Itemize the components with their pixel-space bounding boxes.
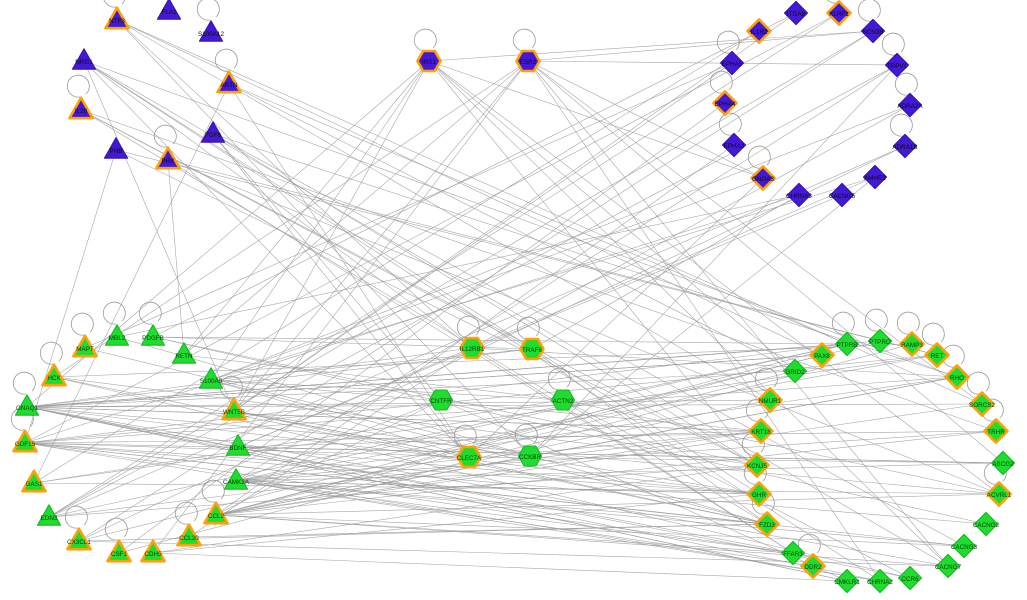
svg-text:MAPT: MAPT bbox=[76, 346, 94, 353]
svg-text:FLA1: FLA1 bbox=[161, 9, 177, 16]
svg-text:SCN3B: SCN3B bbox=[863, 29, 884, 36]
svg-text:ITGA8: ITGA8 bbox=[787, 11, 806, 18]
svg-text:IL12RB1: IL12RB1 bbox=[460, 346, 485, 353]
svg-text:HCK: HCK bbox=[47, 375, 61, 382]
svg-text:CX3CL1: CX3CL1 bbox=[67, 539, 91, 546]
svg-text:IL20: IL20 bbox=[75, 108, 88, 115]
svg-text:EPHA3: EPHA3 bbox=[724, 143, 745, 150]
svg-text:TRPV1: TRPV1 bbox=[887, 63, 908, 70]
svg-text:IRS1: IRS1 bbox=[422, 59, 436, 66]
svg-text:EDN3: EDN3 bbox=[41, 515, 58, 522]
svg-text:CDH5: CDH5 bbox=[144, 551, 162, 558]
svg-text:EPHA4: EPHA4 bbox=[715, 101, 736, 108]
svg-text:CHRNA3: CHRNA3 bbox=[786, 193, 812, 200]
svg-text:ARTN: ARTN bbox=[220, 82, 237, 89]
svg-text:FFAR3: FFAR3 bbox=[783, 551, 803, 558]
svg-text:S100A9: S100A9 bbox=[200, 378, 223, 385]
svg-text:FGF6: FGF6 bbox=[205, 132, 222, 139]
svg-text:CAMK2A: CAMK2A bbox=[223, 479, 250, 486]
svg-text:GRID2: GRID2 bbox=[785, 369, 805, 376]
svg-text:PNB: PNB bbox=[110, 148, 123, 155]
svg-text:CCKBR: CCKBR bbox=[519, 454, 541, 461]
svg-text:CCL20: CCL20 bbox=[179, 535, 199, 542]
svg-text:CCR6: CCR6 bbox=[901, 576, 919, 583]
svg-text:CACNG2: CACNG2 bbox=[973, 522, 1000, 529]
svg-text:CCL2: CCL2 bbox=[208, 513, 225, 520]
svg-text:PDGFB: PDGFB bbox=[142, 335, 164, 342]
svg-text:NMUR1: NMUR1 bbox=[759, 398, 782, 405]
svg-text:KRT18: KRT18 bbox=[751, 429, 771, 436]
svg-text:ESR2: ESR2 bbox=[520, 59, 537, 66]
svg-text:WNT5B: WNT5B bbox=[223, 409, 245, 416]
svg-text:RETN: RETN bbox=[175, 353, 193, 360]
svg-text:CHRNA2: CHRNA2 bbox=[867, 579, 893, 586]
svg-text:FZD3: FZD3 bbox=[759, 522, 775, 529]
svg-text:NRG1: NRG1 bbox=[75, 59, 93, 66]
svg-text:GNGA3: GNGA3 bbox=[752, 176, 775, 183]
svg-text:TRHR: TRHR bbox=[987, 429, 1005, 436]
svg-text:GNAQ1: GNAQ1 bbox=[16, 405, 39, 412]
svg-text:ACTN2: ACTN2 bbox=[553, 398, 574, 405]
svg-text:PTPRO: PTPRO bbox=[869, 339, 891, 346]
svg-text:ADRA2A: ADRA2A bbox=[897, 103, 923, 110]
svg-text:PAX8: PAX8 bbox=[814, 353, 830, 360]
svg-text:CACNG7: CACNG7 bbox=[935, 564, 962, 571]
svg-text:PRX: PRX bbox=[162, 158, 176, 165]
svg-text:KCNJ5: KCNJ5 bbox=[747, 463, 767, 470]
svg-text:RAMP3: RAMP3 bbox=[901, 342, 923, 349]
svg-text:IL1R2: IL1R2 bbox=[751, 29, 768, 36]
svg-text:EPHA5: EPHA5 bbox=[722, 61, 743, 68]
svg-text:RET: RET bbox=[931, 353, 944, 360]
svg-text:CACNG3: CACNG3 bbox=[951, 544, 978, 551]
svg-text:NTF3: NTF3 bbox=[109, 18, 125, 25]
svg-text:S100A12: S100A12 bbox=[198, 31, 224, 38]
svg-text:CACNG5: CACNG5 bbox=[829, 193, 856, 200]
svg-text:CSF1: CSF1 bbox=[111, 551, 128, 558]
svg-text:MBL2: MBL2 bbox=[109, 335, 126, 342]
svg-text:SORCS2: SORCS2 bbox=[969, 402, 995, 409]
svg-text:CMKLR1: CMKLR1 bbox=[834, 579, 860, 586]
svg-text:BDNF: BDNF bbox=[229, 445, 246, 452]
svg-text:ACVRL1: ACVRL1 bbox=[987, 492, 1012, 499]
svg-text:GAS1: GAS1 bbox=[26, 481, 43, 488]
svg-text:GDF15: GDF15 bbox=[15, 441, 36, 448]
svg-text:TRAF6: TRAF6 bbox=[522, 347, 542, 354]
svg-text:AMHR2: AMHR2 bbox=[864, 175, 887, 182]
svg-text:ABCG2: ABCG2 bbox=[992, 461, 1014, 468]
svg-text:KLRF1: KLRF1 bbox=[829, 11, 849, 18]
svg-text:GHR: GHR bbox=[752, 492, 766, 499]
svg-text:CNTFR: CNTFR bbox=[430, 398, 452, 405]
svg-text:CLEC7A: CLEC7A bbox=[457, 455, 482, 462]
svg-text:DDR2: DDR2 bbox=[804, 564, 822, 571]
svg-text:ADRA1B: ADRA1B bbox=[892, 144, 917, 151]
svg-text:PTPRB: PTPRB bbox=[837, 342, 858, 349]
svg-text:RHO: RHO bbox=[950, 375, 964, 382]
